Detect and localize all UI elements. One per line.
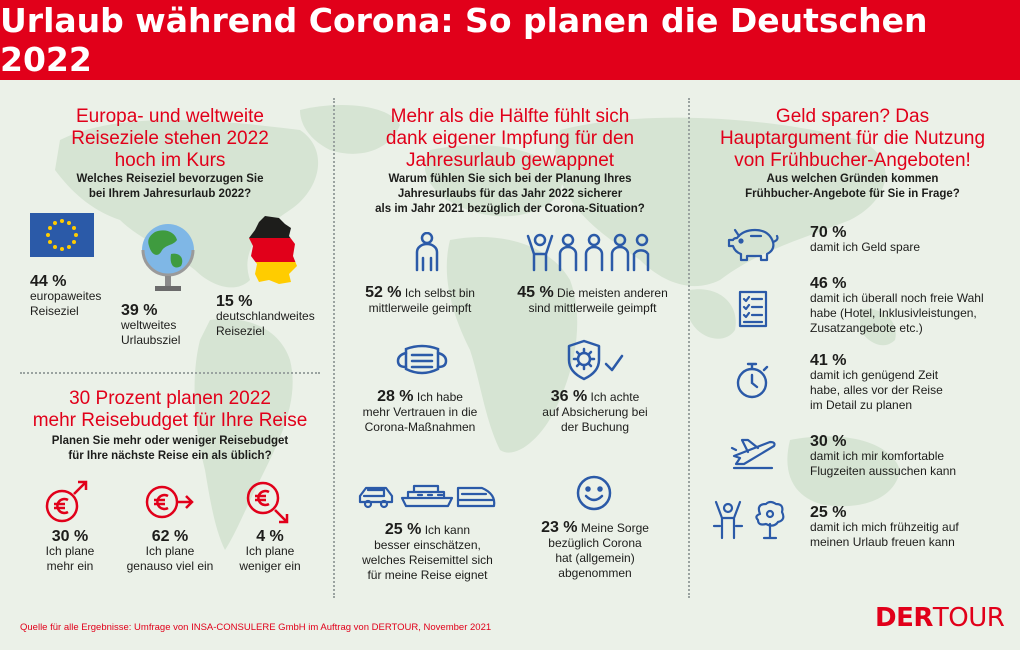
stat-budget-less: 4 % Ich plane weniger ein [239,528,301,574]
stat-budget-more: 30 % Ich plane mehr ein [45,528,95,574]
stat-self-vaccinated: 52 % Ich selbst bin mittlerweile geimpft [365,284,475,316]
transport-icon [358,480,498,510]
question-destinations: Welches Reiseziel bevorzugen Sie bei Ihr… [76,173,264,200]
question-earlybird: Aus welchen Gründen kommen Frühbucher-An… [745,173,960,200]
euro-up-icon [44,480,90,524]
group-icon [526,232,650,274]
dertour-logo: DERTOUR [875,603,1005,633]
person-icon [412,232,442,274]
stat-budget-same: 62 % Ich plane genauso viel ein [126,528,214,574]
section-title-earlybird: Geld sparen? Das Hauptargument für die N… [719,106,986,171]
euro-right-icon [144,482,194,522]
stat-less-worry: 23 % Meine Sorge bezüglich Corona hat (a… [541,519,649,581]
stat-planning-time: 41 % damit ich genügend Zeit habe, alles… [810,352,943,413]
mask-icon [394,343,450,379]
shield-virus-icon [566,338,624,382]
stat-world: 39 % weltweites Urlaubsziel [121,302,181,348]
stat-trust-measures: 28 % Ich habe mehr Vertrauen in die Coro… [362,388,478,435]
eu-flag-icon [30,213,94,257]
euro-down-icon [245,480,291,526]
stat-germany: 15 % deutschlandweites Reiseziel [216,293,315,339]
section-title-vaccination: Mehr als die Hälfte fühlt sich dank eige… [385,106,635,171]
stat-transport-choice: 25 % Ich kann besser einschätzen, welche… [362,521,493,583]
column-divider-right [688,98,690,598]
stat-booking-protection: 36 % Ich achte auf Absicherung bei der B… [542,388,648,435]
stat-flight-times: 30 % damit ich mir komfortable Flugzeite… [810,433,957,479]
section-title-budget: 30 Prozent planen 2022 mehr Reisebudget … [32,388,308,431]
stat-free-choice: 46 % damit ich überall noch freie Wahl h… [810,275,984,336]
stat-anticipation: 25 % damit ich mich frühzeitig auf meine… [810,504,959,550]
question-budget: Planen Sie mehr oder weniger Reisebudget… [51,435,289,462]
question-vaccination: Warum fühlen Sie sich bei der Planung Ih… [375,173,645,215]
row-divider-left [20,372,320,374]
globe-icon [135,218,201,294]
section-title-destinations: Europa- und weltweite Reiseziele stehen … [71,106,269,171]
celebration-icon [712,500,788,542]
header-banner: Urlaub während Corona: So planen die Deu… [0,0,1020,80]
airplane-icon [730,436,776,470]
checklist-icon [738,290,768,328]
piggy-bank-icon [727,226,779,262]
stat-save-money: 70 % damit ich Geld spare [810,224,921,255]
column-divider-left [333,98,335,598]
germany-map-icon [245,214,301,286]
page-title: Urlaub während Corona: So planen die Deu… [0,1,928,79]
stat-europe: 44 % europaweites Reiseziel [30,273,102,319]
smiley-icon [575,474,613,512]
stopwatch-icon [735,360,773,400]
source-note: Quelle für alle Ergebnisse: Umfrage von … [20,622,492,633]
stat-others-vaccinated: 45 % Die meisten anderen sind mittlerwei… [517,284,668,316]
